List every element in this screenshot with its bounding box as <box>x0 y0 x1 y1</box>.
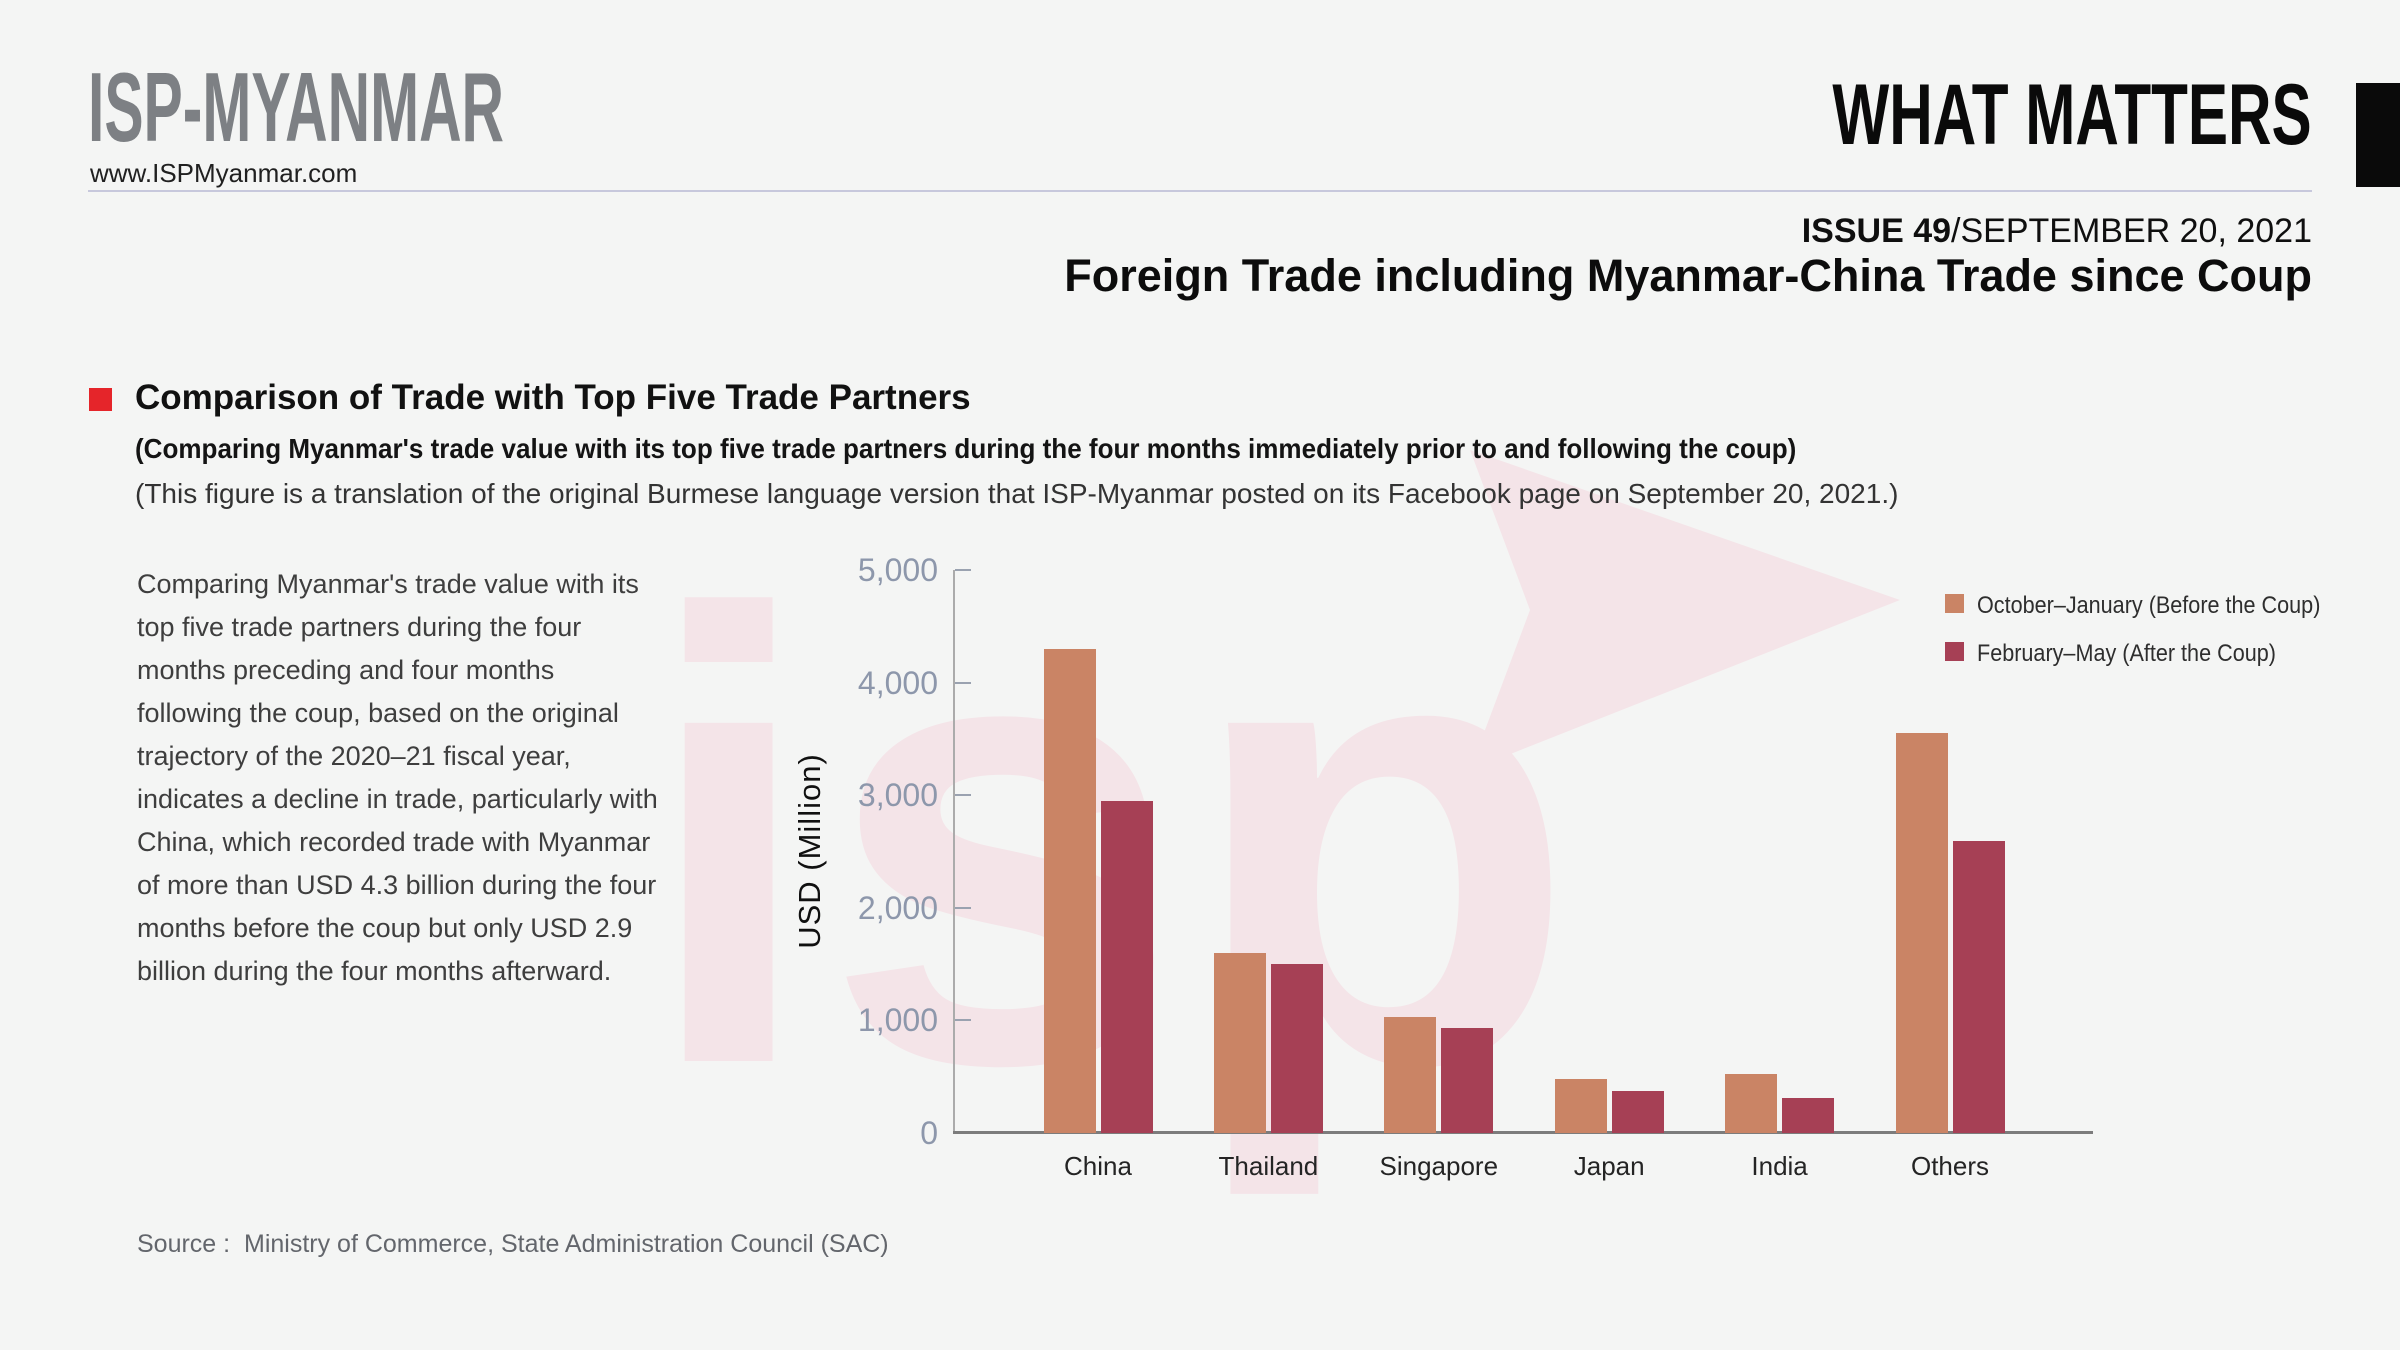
y-tick-mark <box>955 906 971 909</box>
legend-swatch-before <box>1945 594 1964 613</box>
x-category-label: China <box>1064 1151 1132 1181</box>
x-category-label: Thailand <box>1218 1151 1319 1181</box>
bar-others-after <box>1952 841 2005 1133</box>
y-tick-label: 0 <box>920 1115 938 1151</box>
y-tick-mark <box>955 794 971 797</box>
what-matters-wordmark: WHAT MATTERS <box>1832 67 2312 163</box>
legend-swatch-after <box>1945 642 1964 661</box>
bar-india-before <box>1725 1074 1778 1133</box>
bar-thailand-after <box>1270 964 1323 1133</box>
section-heading: Comparison of Trade with Top Five Trade … <box>135 378 971 417</box>
x-axis-line <box>953 1131 2093 1134</box>
y-tick-label: 3,000 <box>857 777 938 814</box>
section-subtitle-2: (This figure is a translation of the ori… <box>135 478 1899 509</box>
header-divider <box>88 190 2312 192</box>
x-category-label: Japan <box>1573 1151 1645 1181</box>
bar-china-after <box>1100 800 1153 1133</box>
bar-china-before <box>1043 648 1096 1133</box>
issue-number: ISSUE 49 <box>1801 212 1952 250</box>
x-category-label: Others <box>1910 1151 1990 1181</box>
y-tick-label: 5,000 <box>857 552 938 588</box>
y-tick-mark <box>955 569 971 571</box>
y-tick-label: 2,000 <box>857 889 938 926</box>
x-category-label: Singapore <box>1379 1151 1499 1181</box>
bar-japan-before <box>1554 1078 1607 1133</box>
bar-india-after <box>1782 1098 1835 1133</box>
website-url: www.ISPMyanmar.com <box>90 158 358 188</box>
y-tick-label: 4,000 <box>857 664 938 701</box>
issue-date: /SEPTEMBER 20, 2021 <box>1951 212 2312 250</box>
bar-japan-after <box>1611 1091 1664 1133</box>
watermark-arrow-icon <box>1470 450 1900 770</box>
section-subtitle-1: (Comparing Myanmar's trade value with it… <box>135 433 1797 464</box>
issue-line: ISSUE 49/SEPTEMBER 20, 2021 <box>1802 212 2312 251</box>
bar-others-before <box>1895 733 1948 1133</box>
legend-label-before: October–January (Before the Coup) <box>1977 592 2321 619</box>
isp-myanmar-logo: ISP-MYANMAR <box>88 52 504 162</box>
y-axis-line <box>953 570 955 1133</box>
red-square-bullet <box>89 388 112 411</box>
bar-singapore-before <box>1384 1017 1437 1133</box>
summary-paragraph: Comparing Myanmar's trade value with its… <box>137 569 658 986</box>
x-category-label: India <box>1751 1151 1808 1181</box>
page-title: Foreign Trade including Myanmar-China Tr… <box>1064 250 2312 301</box>
edge-tab <box>2356 83 2400 187</box>
legend-label-after: February–May (After the Coup) <box>1977 640 2276 667</box>
bar-thailand-before <box>1213 952 1266 1133</box>
y-tick-mark <box>955 681 971 684</box>
source-note: Source : Ministry of Commerce, State Adm… <box>137 1230 889 1258</box>
bar-singapore-after <box>1441 1028 1494 1133</box>
y-tick-label: 1,000 <box>857 1002 938 1039</box>
y-tick-mark <box>955 1019 971 1022</box>
